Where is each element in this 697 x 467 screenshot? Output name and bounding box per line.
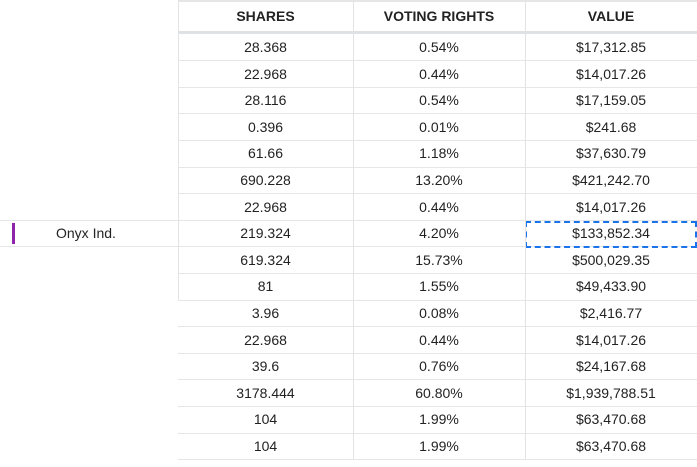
shares-cell[interactable]: 3.96 [251, 305, 280, 321]
value-cell[interactable]: $37,630.79 [575, 145, 647, 162]
row-divider [178, 299, 697, 301]
voting-rights-cell[interactable]: 1.99% [419, 411, 459, 428]
shares-cell[interactable]: 61.66 [247, 145, 284, 162]
shares-cell[interactable]: 0.396 [247, 118, 284, 135]
table-row: 3178.444 60.80% $1,939,788.51 [0, 380, 697, 407]
row-divider [178, 86, 697, 88]
voting-rights-cell[interactable]: 0.44% [419, 65, 459, 82]
row-label: Onyx Ind. [56, 225, 116, 242]
table-row: 104 1.99% $63,470.68 [0, 433, 697, 460]
voting-rights-cell[interactable]: 1.55% [419, 278, 459, 295]
table-row: 81 1.55% $49,433.90 [0, 273, 697, 300]
value-cell[interactable]: $133,852.34 [572, 225, 650, 242]
header-divider [178, 31, 697, 34]
table-row: 219.324 4.20% $133,852.34 [0, 220, 697, 247]
column-header-voting-rights[interactable]: VOTING RIGHTS [383, 8, 495, 24]
voting-rights-cell[interactable]: 0.54% [419, 92, 459, 109]
shares-cell[interactable]: 219.324 [240, 225, 291, 242]
voting-rights-cell[interactable]: 0.08% [419, 305, 459, 321]
row-divider [178, 219, 697, 221]
label-border-bottom [0, 246, 178, 248]
voting-rights-cell[interactable]: 60.80% [415, 384, 463, 401]
shares-cell[interactable]: 104 [253, 438, 278, 454]
row-divider [178, 246, 697, 248]
shares-cell[interactable]: 22.968 [244, 331, 287, 348]
table-row: 28.116 0.54% $17,159.05 [0, 87, 697, 114]
column-header-value[interactable]: VALUE [587, 8, 635, 24]
value-cell[interactable]: $14,017.26 [575, 198, 647, 215]
table-row: 22.968 0.44% $14,017.26 [0, 327, 697, 354]
table-row: 0.396 0.01% $241.68 [0, 114, 697, 141]
header-row: SHARES VOTING RIGHTS VALUE [0, 0, 697, 33]
shares-cell[interactable]: 3178.444 [236, 384, 295, 401]
row-divider [178, 459, 697, 461]
column-divider [178, 0, 179, 300]
value-cell[interactable]: $17,312.85 [575, 39, 647, 55]
voting-rights-cell[interactable]: 0.44% [419, 331, 459, 348]
selected-cell-outline [525, 220, 697, 248]
value-cell[interactable]: $1,939,788.51 [566, 384, 656, 401]
label-border-top [0, 219, 178, 221]
voting-rights-cell[interactable]: 4.20% [419, 225, 459, 242]
voting-rights-cell[interactable]: 0.44% [419, 198, 459, 215]
row-marker [12, 223, 15, 245]
table-row: 22.968 0.44% $14,017.26 [0, 194, 697, 221]
column-header-shares[interactable]: SHARES [236, 8, 295, 24]
row-divider [178, 272, 697, 274]
value-cell[interactable]: $2,416.77 [579, 305, 643, 321]
value-cell[interactable]: $63,470.68 [575, 438, 647, 454]
header-top-border [178, 0, 697, 2]
table-row: 690.228 13.20% $421,242.70 [0, 167, 697, 194]
voting-rights-cell[interactable]: 15.73% [415, 251, 463, 268]
shares-cell[interactable]: 28.368 [244, 39, 287, 55]
voting-rights-cell[interactable]: 13.20% [415, 172, 463, 188]
value-cell[interactable]: $14,017.26 [575, 65, 647, 82]
shares-cell[interactable]: 39.6 [251, 358, 280, 375]
voting-rights-cell[interactable]: 0.54% [419, 39, 459, 55]
row-divider [178, 432, 697, 434]
voting-rights-cell[interactable]: 1.99% [419, 438, 459, 454]
row-divider [178, 113, 697, 115]
value-cell[interactable]: $24,167.68 [575, 358, 647, 375]
value-cell[interactable]: $17,159.05 [575, 92, 647, 109]
value-cell[interactable]: $49,433.90 [575, 278, 647, 295]
value-cell[interactable]: $241.68 [585, 118, 637, 135]
value-cell[interactable]: $500,029.35 [572, 251, 650, 268]
row-label-cell[interactable]: Onyx Ind. [9, 220, 177, 246]
row-divider [178, 193, 697, 195]
column-divider [525, 0, 526, 460]
voting-rights-cell[interactable]: 0.01% [419, 118, 459, 135]
shares-cell[interactable]: 22.968 [244, 65, 287, 82]
table-row: 39.6 0.76% $24,167.68 [0, 353, 697, 380]
row-divider [178, 352, 697, 354]
row-divider [178, 60, 697, 62]
value-cell[interactable]: $14,017.26 [575, 331, 647, 348]
table-row: 619.324 15.73% $500,029.35 [0, 247, 697, 274]
shares-cell[interactable]: 619.324 [240, 251, 291, 268]
row-divider [178, 405, 697, 407]
row-divider [178, 139, 697, 141]
shares-cell[interactable]: 81 [257, 278, 274, 295]
shares-cell[interactable]: 690.228 [240, 172, 291, 188]
shares-cell[interactable]: 28.116 [244, 92, 287, 109]
row-divider [178, 326, 697, 328]
column-divider [353, 0, 354, 460]
voting-rights-cell[interactable]: 1.18% [419, 145, 459, 162]
table-row: 104 1.99% $63,470.68 [0, 406, 697, 433]
table-row: 61.66 1.18% $37,630.79 [0, 140, 697, 167]
shares-cell[interactable]: 104 [253, 411, 278, 428]
row-divider [178, 166, 697, 168]
table-row: 3.96 0.08% $2,416.77 [0, 300, 697, 327]
row-divider [178, 379, 697, 381]
voting-rights-cell[interactable]: 0.76% [419, 358, 459, 375]
value-cell[interactable]: $63,470.68 [575, 411, 647, 428]
table-row: 22.968 0.44% $14,017.26 [0, 61, 697, 88]
value-cell[interactable]: $421,242.70 [572, 172, 650, 188]
shares-cell[interactable]: 22.968 [244, 198, 287, 215]
table-row: 28.368 0.54% $17,312.85 [0, 34, 697, 61]
